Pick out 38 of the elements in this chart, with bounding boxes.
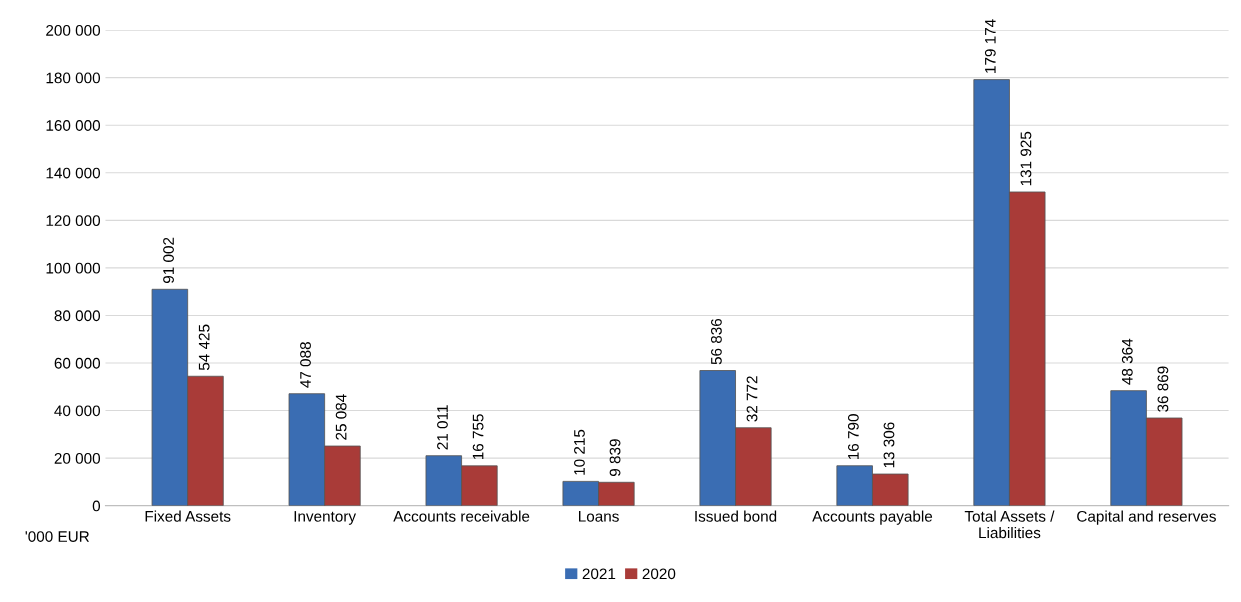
data-label: 16 755 <box>472 414 484 460</box>
data-label: 48 364 <box>1121 338 1133 385</box>
x-tick-label: Fixed Assets <box>145 510 231 522</box>
data-label: 25 084 <box>335 394 347 440</box>
y-tick-label: 140 000 <box>46 167 101 179</box>
y-tick-label: 40 000 <box>54 405 101 417</box>
data-label: 32 772 <box>746 376 758 422</box>
data-label: 16 790 <box>847 414 859 460</box>
y-tick-label: 80 000 <box>54 310 101 322</box>
legend-label: 2021 <box>582 568 616 580</box>
y-tick-label: 200 000 <box>46 24 101 36</box>
x-tick-label: Accounts payable <box>812 510 933 525</box>
x-tick-label: Inventory <box>294 511 357 525</box>
data-label: 21 011 <box>437 405 448 450</box>
data-label: 13 306 <box>883 422 895 468</box>
legend-label: 2020 <box>642 568 676 580</box>
y-tick-label: 120 000 <box>46 215 101 227</box>
data-label: 36 869 <box>1157 366 1169 412</box>
data-label: 9 839 <box>609 439 621 477</box>
y-tick-label: 160 000 <box>46 120 101 131</box>
text: '000 EUR <box>25 531 90 542</box>
x-tick-label: Issued bond <box>695 510 777 522</box>
data-label: 179 174 <box>984 19 996 73</box>
x-tick-label: Capital and reserves <box>1077 510 1216 525</box>
x-tick-label: Total Assets / Liabilities <box>964 510 1055 539</box>
data-label: 47 088 <box>300 342 311 388</box>
y-tick-label: 0 <box>92 500 101 512</box>
y-tick-label: 60 000 <box>54 357 101 369</box>
data-label: 10 215 <box>574 429 585 475</box>
y-tick-label: 100 000 <box>46 262 101 274</box>
data-label: 91 002 <box>163 237 174 284</box>
y-tick-label: 180 000 <box>46 72 101 84</box>
y-tick-label: 20 000 <box>54 452 101 464</box>
x-tick-label: Accounts receivable <box>393 510 530 522</box>
data-label: 56 836 <box>711 318 722 365</box>
data-label: 54 425 <box>198 324 210 371</box>
data-label: 131 925 <box>1020 131 1032 186</box>
x-tick-label: Loans <box>579 511 619 522</box>
